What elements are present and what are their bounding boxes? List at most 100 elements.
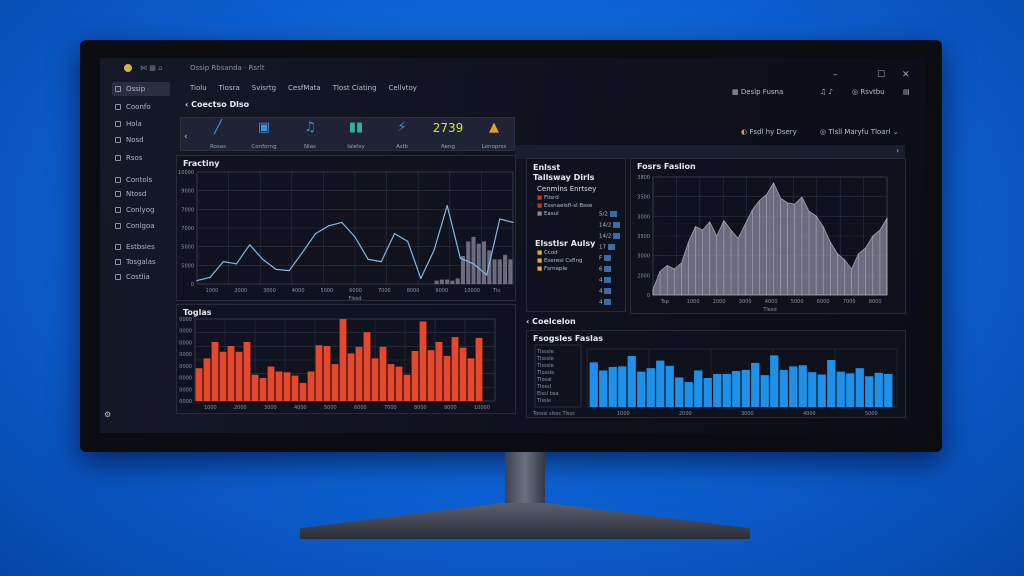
toolbar-item[interactable]: 2739 Aeng xyxy=(426,118,470,150)
bar xyxy=(443,355,451,401)
line-point xyxy=(341,221,343,223)
sidebar-item[interactable]: Tosgalas xyxy=(112,255,170,269)
toolbar-item-label: Rosas xyxy=(209,144,227,150)
menu-item[interactable]: Tlost Ciating xyxy=(332,84,377,92)
menu-grid-icon[interactable]: ▤ xyxy=(903,88,910,96)
y-tick-label: 0000 xyxy=(179,364,192,370)
sidebar-item[interactable]: Contols xyxy=(112,173,170,187)
x-tick-label: 9000 xyxy=(435,288,448,294)
toolbar-item[interactable]: ♫ Nlas xyxy=(288,118,332,150)
breadcrumb[interactable]: ‹ Coectso Dlso xyxy=(185,100,250,109)
bar xyxy=(471,236,476,284)
pen-icon: ╱ xyxy=(214,120,222,135)
bars-icon: ▮▮ xyxy=(348,120,364,135)
toolbar-item[interactable]: ▣ Conforng xyxy=(242,118,286,150)
menu-item[interactable]: Tiolu xyxy=(190,84,207,92)
settings-gear-icon[interactable]: ⚙ xyxy=(104,410,112,419)
toolbar-item[interactable]: ▮▮ Ialelsy xyxy=(334,118,378,150)
sidebar-item-label: Conlgoa xyxy=(126,222,155,230)
bar xyxy=(874,372,883,407)
value-swatch xyxy=(603,255,611,261)
sidebar-item[interactable]: Ossip xyxy=(112,82,170,96)
value-row: 14/2 xyxy=(599,233,621,240)
menu-item[interactable]: Svisrtg xyxy=(251,84,277,92)
bar xyxy=(760,375,769,407)
bar xyxy=(808,372,817,407)
line-point xyxy=(459,257,461,259)
x-tick-label: 1000 xyxy=(617,411,630,417)
bar xyxy=(589,362,598,407)
minimize-button[interactable]: – xyxy=(833,70,838,80)
line-point xyxy=(314,233,317,235)
line-point xyxy=(499,218,501,220)
close-button[interactable]: ✕ xyxy=(902,70,910,80)
line-point xyxy=(407,240,409,243)
y-tick-label: 7000 xyxy=(181,226,194,232)
sidebar-item[interactable]: Nosd xyxy=(112,133,170,147)
bar xyxy=(855,368,864,407)
sidebar-item-icon xyxy=(115,121,121,127)
toolbar-item[interactable]: ▲ Lenoprss xyxy=(472,118,516,150)
sidebar-item[interactable]: Coonfo xyxy=(112,100,170,114)
chart-title: Toglas xyxy=(183,308,212,317)
sidebar-item[interactable]: Rsos xyxy=(112,151,170,165)
desktop-button[interactable]: ▦ Deslp Fusna xyxy=(732,88,784,96)
x-tick-label: 6000 xyxy=(817,299,830,305)
profile-button[interactable]: ◎ Rsvtbu xyxy=(852,88,885,96)
user-icons[interactable]: ♫ ♪ xyxy=(820,88,833,96)
x-tick-label: 2000 xyxy=(234,288,247,294)
sidebar-item[interactable]: Estbsies xyxy=(112,240,170,254)
legend-item: Tlsssle xyxy=(536,363,554,369)
toolbar-item[interactable]: ╱ Rosas xyxy=(196,118,240,150)
value-row: 4 xyxy=(599,277,612,284)
line-point xyxy=(367,258,369,260)
sidebar-item-label: Estbsies xyxy=(126,243,155,251)
sidebar-item[interactable]: Conlyog xyxy=(112,203,170,217)
sidebar-item[interactable]: Hola xyxy=(112,117,170,131)
y-tick-label: 3500 xyxy=(637,234,650,240)
bar xyxy=(460,256,465,284)
x-axis-label: Tlesd xyxy=(762,307,776,313)
bar xyxy=(482,241,487,284)
sidebar-item[interactable]: Ntosd xyxy=(112,187,170,201)
y-tick-label: 5000 xyxy=(181,245,194,251)
legend-label: Flisrd xyxy=(543,195,559,201)
legend-item: Tlssle xyxy=(536,398,551,404)
section-label-text: Coelcelon xyxy=(532,317,576,326)
y-tick-label: 0000 xyxy=(179,340,192,346)
sidebar-item[interactable]: Costlia xyxy=(112,270,170,284)
bar xyxy=(371,358,379,401)
x-tick-label: 7000 xyxy=(384,405,397,411)
x-tick-label: 5000 xyxy=(865,411,878,417)
blue-bar-chart-panel: Fsogsles Faslas Tlsssle Tlsssle Tlsssle Tlos… xyxy=(526,330,906,418)
section-label[interactable]: ‹ Coelcelon xyxy=(526,317,576,326)
legend-item: Elssl bsa xyxy=(537,391,559,397)
menu-item[interactable]: Tiosra xyxy=(218,84,240,92)
sidebar-item-icon xyxy=(115,223,121,229)
bar xyxy=(379,346,387,401)
menu-item[interactable]: CesfMata xyxy=(288,84,321,92)
sidebar-item-icon xyxy=(115,244,121,250)
maximize-button[interactable]: ☐ xyxy=(877,70,886,80)
bar xyxy=(243,341,251,401)
toolbar-back-button[interactable]: ‹ xyxy=(184,132,188,142)
y-tick-label: 3800 xyxy=(637,175,650,181)
titlebar-icons[interactable]: ⋈ ▦ ⌂ xyxy=(140,64,163,72)
horizontal-scrollbar[interactable]: › xyxy=(515,145,905,159)
x-axis-label: Flesd xyxy=(348,296,361,302)
menu-item[interactable]: Cellvtoy xyxy=(388,84,417,92)
filter-left[interactable]: ◐ Fsdl hy Dsery xyxy=(741,128,797,136)
toolbar-number: 2739 xyxy=(432,121,464,135)
legend-caption: Tosssl slsss Tlsss xyxy=(532,411,575,417)
x-tick-label: Tlo xyxy=(492,288,501,294)
scroll-right-icon[interactable]: › xyxy=(896,147,899,155)
legend-item: Tlossl xyxy=(536,384,551,390)
filter-right-dropdown[interactable]: ◎ Tlsll Maryfu Tloarl ⌄ xyxy=(820,128,899,136)
line-point xyxy=(486,274,488,276)
value-text: 4 xyxy=(599,288,603,295)
grid xyxy=(196,171,514,285)
monitor-stand-base xyxy=(300,503,750,539)
toolbar-item[interactable]: ⚡ Aslb xyxy=(380,118,424,150)
x-tick-label: 4000 xyxy=(292,288,305,294)
sidebar-item[interactable]: Conlgoa xyxy=(112,219,170,233)
